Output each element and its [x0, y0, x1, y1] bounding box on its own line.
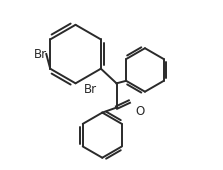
- Text: Br: Br: [84, 83, 97, 96]
- Text: O: O: [135, 105, 144, 118]
- Text: Br: Br: [34, 48, 47, 61]
